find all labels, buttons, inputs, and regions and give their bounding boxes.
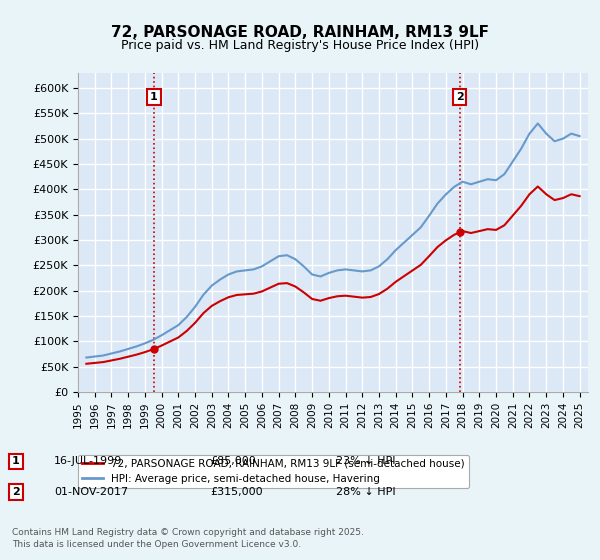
- Text: 16-JUL-1999: 16-JUL-1999: [54, 456, 122, 466]
- Text: £315,000: £315,000: [210, 487, 263, 497]
- Text: 23% ↓ HPI: 23% ↓ HPI: [336, 456, 395, 466]
- Text: 01-NOV-2017: 01-NOV-2017: [54, 487, 128, 497]
- Legend: 72, PARSONAGE ROAD, RAINHAM, RM13 9LF (semi-detached house), HPI: Average price,: 72, PARSONAGE ROAD, RAINHAM, RM13 9LF (s…: [78, 455, 469, 488]
- Text: 28% ↓ HPI: 28% ↓ HPI: [336, 487, 395, 497]
- Text: £85,000: £85,000: [210, 456, 256, 466]
- Text: 2: 2: [12, 487, 20, 497]
- Text: 1: 1: [12, 456, 20, 466]
- Text: 2: 2: [456, 92, 464, 102]
- Text: 72, PARSONAGE ROAD, RAINHAM, RM13 9LF: 72, PARSONAGE ROAD, RAINHAM, RM13 9LF: [111, 25, 489, 40]
- Text: 1: 1: [150, 92, 158, 102]
- Text: Price paid vs. HM Land Registry's House Price Index (HPI): Price paid vs. HM Land Registry's House …: [121, 39, 479, 52]
- Text: Contains HM Land Registry data © Crown copyright and database right 2025.
This d: Contains HM Land Registry data © Crown c…: [12, 528, 364, 549]
